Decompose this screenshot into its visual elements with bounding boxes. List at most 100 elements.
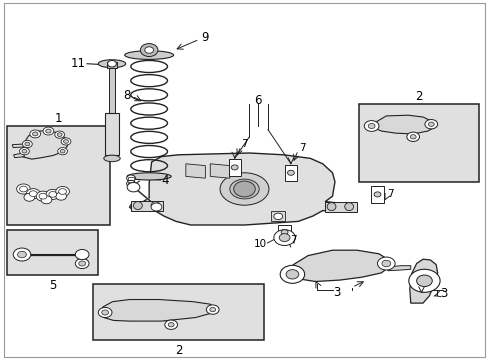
- Circle shape: [75, 249, 89, 260]
- Circle shape: [273, 230, 295, 246]
- Text: 5: 5: [49, 279, 56, 292]
- Circle shape: [56, 186, 69, 197]
- Circle shape: [140, 44, 158, 57]
- Polygon shape: [102, 300, 215, 321]
- Circle shape: [416, 275, 431, 287]
- Bar: [105, 113, 119, 155]
- Circle shape: [285, 270, 298, 279]
- Circle shape: [233, 181, 255, 197]
- Polygon shape: [12, 144, 24, 148]
- Circle shape: [98, 307, 112, 318]
- Ellipse shape: [229, 179, 259, 199]
- Ellipse shape: [220, 173, 268, 205]
- Circle shape: [25, 142, 30, 146]
- Circle shape: [22, 140, 32, 148]
- Polygon shape: [387, 266, 410, 271]
- Circle shape: [22, 149, 27, 153]
- Circle shape: [408, 269, 439, 292]
- Text: 8: 8: [123, 89, 131, 102]
- Circle shape: [59, 189, 66, 194]
- Bar: [7, 126, 110, 225]
- Circle shape: [427, 122, 433, 126]
- Bar: [278, 225, 290, 239]
- Bar: [106, 62, 117, 68]
- Circle shape: [46, 189, 60, 199]
- Bar: [128, 177, 134, 180]
- Polygon shape: [14, 153, 24, 158]
- Text: 4: 4: [161, 174, 168, 186]
- Text: 7: 7: [298, 143, 305, 153]
- Circle shape: [29, 191, 37, 197]
- Circle shape: [79, 261, 85, 266]
- Circle shape: [61, 138, 71, 145]
- Text: 6: 6: [254, 94, 262, 107]
- Circle shape: [164, 320, 177, 329]
- Ellipse shape: [151, 202, 160, 210]
- Polygon shape: [129, 153, 354, 225]
- Bar: [131, 201, 163, 211]
- Circle shape: [279, 234, 289, 242]
- Circle shape: [209, 307, 215, 312]
- Circle shape: [32, 132, 38, 136]
- Text: 9: 9: [201, 31, 209, 44]
- Ellipse shape: [98, 60, 125, 68]
- Circle shape: [57, 133, 62, 136]
- Bar: [371, 186, 383, 203]
- Bar: [228, 159, 240, 176]
- Polygon shape: [409, 259, 437, 303]
- Circle shape: [280, 265, 304, 283]
- Circle shape: [49, 192, 57, 197]
- Circle shape: [56, 192, 66, 200]
- Circle shape: [39, 193, 47, 199]
- Circle shape: [424, 120, 437, 129]
- Ellipse shape: [127, 173, 171, 180]
- Bar: [93, 284, 264, 340]
- Bar: [128, 182, 134, 185]
- Circle shape: [45, 129, 51, 133]
- Ellipse shape: [124, 51, 173, 59]
- Text: 10: 10: [253, 239, 266, 249]
- Circle shape: [126, 175, 135, 181]
- Circle shape: [151, 203, 162, 211]
- Text: 3: 3: [439, 287, 447, 300]
- Circle shape: [364, 121, 378, 131]
- Circle shape: [377, 257, 394, 270]
- Circle shape: [13, 248, 31, 261]
- Bar: [284, 165, 297, 181]
- Ellipse shape: [326, 203, 335, 211]
- Circle shape: [406, 132, 419, 141]
- Ellipse shape: [344, 203, 353, 211]
- Circle shape: [17, 184, 30, 194]
- Circle shape: [287, 170, 294, 175]
- Circle shape: [144, 47, 153, 53]
- Circle shape: [127, 183, 140, 192]
- Circle shape: [18, 251, 26, 258]
- Circle shape: [24, 193, 35, 201]
- Circle shape: [273, 213, 282, 220]
- Circle shape: [55, 131, 64, 138]
- Bar: [271, 211, 285, 221]
- Text: 1: 1: [55, 112, 62, 125]
- Circle shape: [41, 196, 52, 204]
- Text: 7: 7: [386, 189, 393, 199]
- Circle shape: [168, 323, 174, 327]
- Circle shape: [126, 180, 135, 187]
- Circle shape: [20, 148, 29, 155]
- Polygon shape: [210, 164, 229, 178]
- Circle shape: [409, 135, 415, 139]
- Bar: [108, 67, 115, 115]
- Circle shape: [43, 127, 54, 135]
- Circle shape: [58, 148, 67, 155]
- Ellipse shape: [133, 202, 142, 210]
- Circle shape: [20, 186, 27, 192]
- Text: 11: 11: [70, 57, 85, 70]
- Bar: [359, 104, 478, 182]
- Circle shape: [60, 149, 65, 153]
- Circle shape: [381, 260, 390, 267]
- Text: 7: 7: [289, 235, 296, 246]
- Polygon shape: [22, 130, 67, 159]
- Bar: [7, 230, 98, 275]
- Circle shape: [63, 140, 68, 143]
- Ellipse shape: [103, 155, 120, 162]
- Circle shape: [102, 310, 108, 315]
